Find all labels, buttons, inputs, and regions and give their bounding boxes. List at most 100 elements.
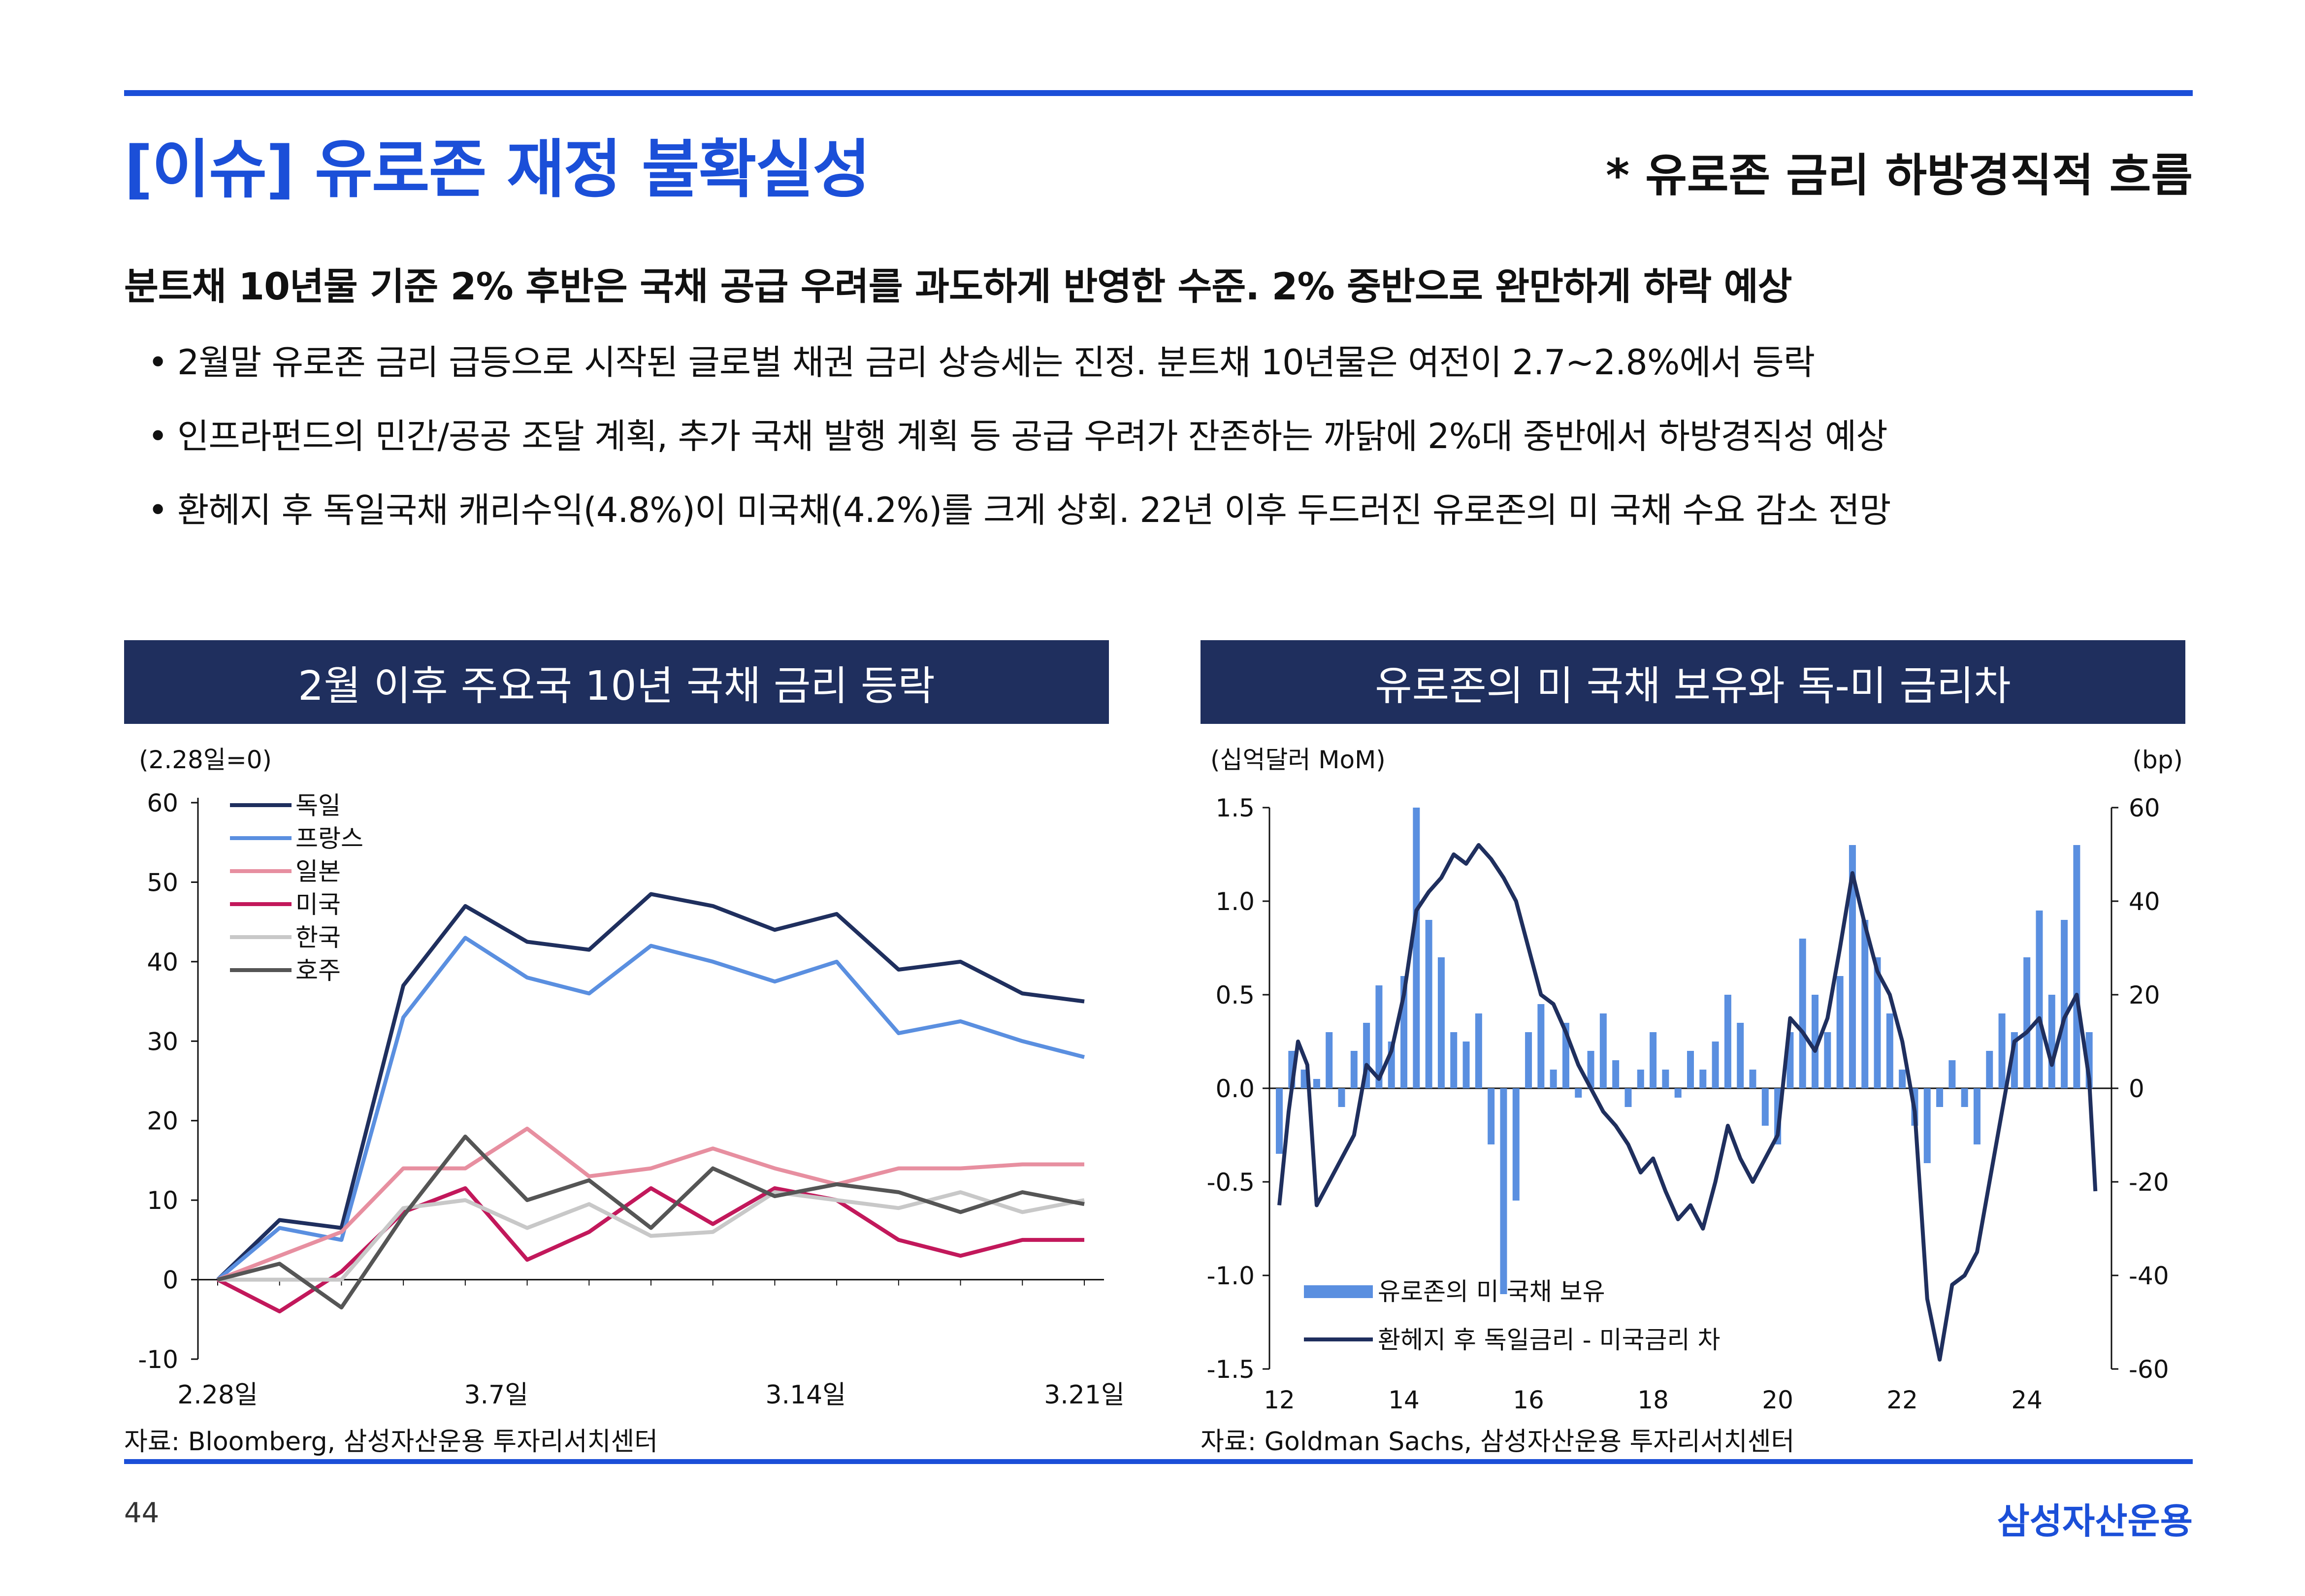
holding-bar: [1637, 1070, 1644, 1088]
y-unit-label: (2.28일=0): [139, 746, 272, 774]
legend-label: 한국: [295, 923, 341, 952]
x-tick-label: 24: [2011, 1386, 2043, 1414]
left-unit-label: (십억달러 MoM): [1210, 746, 1386, 774]
holding-bar: [1612, 1060, 1620, 1088]
x-tick-label: 3.14일: [765, 1380, 846, 1410]
legend-label: 프랑스: [295, 824, 363, 853]
brand-logo-text: 삼성자산운용: [1997, 1500, 2193, 1542]
holding-bar: [1413, 808, 1420, 1088]
series-line-6: [217, 1135, 1085, 1310]
series-line-2: [216, 936, 1085, 1281]
y-tick-label: 10: [147, 1186, 178, 1215]
page-number: 44: [124, 1497, 160, 1529]
holding-bar: [1587, 1051, 1594, 1088]
holding-bar: [1998, 1013, 2006, 1088]
x-tick-label: 3.21일: [1044, 1380, 1125, 1410]
right-y-tick-label: 0: [2129, 1075, 2144, 1103]
holding-bar: [1674, 1088, 1682, 1098]
holding-bar: [1948, 1060, 1956, 1088]
x-tick-label: 16: [1513, 1386, 1544, 1414]
holding-bar: [1650, 1032, 1657, 1088]
y-tick-label: 60: [147, 789, 178, 817]
bond-yield-change-chart: (2.28일=0) -10 0 10 20 30 40 50 60 2.28일 3.7일 3.14일 3…: [138, 746, 1124, 1410]
x-tick-label: 2.28일: [177, 1380, 258, 1410]
holding-bar: [1737, 1023, 1744, 1088]
legend-label: 독일: [295, 791, 341, 820]
legend-label-bar: 유로존의 미 국채 보유: [1378, 1277, 1605, 1306]
holding-bar: [1874, 957, 1881, 1088]
holding-bar: [1761, 1088, 1769, 1126]
series-line-1: [216, 892, 1085, 1281]
left-y-tick-label: -1.0: [1206, 1262, 1255, 1290]
bottom-rule: [124, 1459, 2193, 1464]
left-chart-heading: 2월 이후 주요국 10년 국채 금리 등락: [124, 640, 1109, 724]
holding-bar: [1836, 976, 1844, 1088]
right-y-tick-label: -40: [2129, 1262, 2169, 1290]
holding-bar: [1849, 845, 1856, 1088]
holding-bar: [1624, 1088, 1632, 1107]
left-chart-source: 자료: Bloomberg, 삼성자산운용 투자리서치센터: [124, 1427, 658, 1457]
x-tick-label: 3.7일: [464, 1380, 528, 1410]
holding-bar: [1525, 1032, 1532, 1088]
holding-bar: [1488, 1088, 1495, 1144]
legend-label: 호주: [295, 956, 341, 985]
holding-bar: [1923, 1088, 1931, 1163]
series-line-3: [217, 1126, 1084, 1282]
right-chart-source: 자료: Goldman Sachs, 삼성자산운용 투자리서치센터: [1201, 1427, 1795, 1457]
left-y-tick-label: -1.5: [1206, 1355, 1255, 1384]
holding-bar: [1475, 1013, 1482, 1088]
x-tick-label: 12: [1264, 1386, 1295, 1414]
holding-bar: [1687, 1051, 1694, 1088]
holding-bar: [1300, 1070, 1308, 1088]
holding-bar: [1350, 1051, 1358, 1088]
right-y-tick-label: -60: [2129, 1355, 2169, 1384]
holding-bar: [1886, 1013, 1893, 1088]
right-y-tick-label: -20: [2129, 1168, 2169, 1197]
holding-bar: [1936, 1088, 1944, 1107]
x-tick-label: 14: [1388, 1386, 1420, 1414]
y-tick-label: 40: [147, 948, 178, 977]
holding-bar: [1338, 1088, 1345, 1107]
bullet-text: 2월말 유로존 금리 급등으로 시작된 글로벌 채권 금리 상승세는 진정. 분…: [177, 342, 1815, 383]
holding-bar: [1537, 1004, 1545, 1088]
holding-bar: [1276, 1088, 1283, 1154]
page-title: [이슈] 유로존 재정 불확실성: [124, 133, 871, 206]
holding-bar: [1824, 1032, 1831, 1088]
holding-bar: [1512, 1088, 1520, 1201]
legend-label: 미국: [295, 890, 341, 919]
y-tick-label: 50: [147, 868, 178, 897]
holding-bar: [1313, 1079, 1320, 1088]
holding-bar: [1812, 995, 1819, 1088]
holding-bar: [1575, 1088, 1582, 1098]
x-tick-label: 18: [1637, 1386, 1669, 1414]
holding-bar: [1973, 1088, 1980, 1144]
y-tick-label: 0: [162, 1266, 178, 1295]
holding-bar: [1861, 920, 1869, 1088]
left-y-tick-label: 1.0: [1215, 887, 1255, 916]
legend-label-line: 환헤지 후 독일금리 - 미국금리 차: [1378, 1326, 1721, 1354]
left-y-tick-label: 1.5: [1215, 794, 1255, 822]
bullet-item: • 2월말 유로존 금리 급등으로 시작된 글로벌 채권 금리 상승세는 진정. …: [148, 335, 1815, 385]
y-tick-label: 20: [147, 1107, 178, 1136]
holding-bar: [1699, 1070, 1707, 1088]
right-chart-heading: 유로존의 미 국채 보유와 독-미 금리차: [1201, 640, 2185, 724]
y-tick-label: 30: [147, 1027, 178, 1056]
left-y-tick-label: 0.5: [1215, 981, 1255, 1010]
holding-bar: [1986, 1051, 1993, 1088]
x-tick-label: 20: [1762, 1386, 1793, 1414]
bullet-marker: •: [148, 342, 168, 383]
holding-bar: [1425, 920, 1432, 1088]
y-tick-label: -10: [138, 1345, 178, 1374]
right-unit-label: (bp): [2133, 746, 2183, 774]
holding-bar: [1712, 1042, 1719, 1088]
title-note: * 유로존 금리 하방경직적 흐름: [1606, 149, 2193, 202]
holding-bar: [2023, 957, 2031, 1088]
x-tick-label: 22: [1886, 1386, 1918, 1414]
holding-bar: [1899, 1070, 1906, 1088]
right-y-tick-label: 40: [2129, 887, 2160, 916]
holding-bar: [1375, 985, 1383, 1088]
top-rule: [124, 90, 2193, 96]
holding-bar: [1550, 1070, 1557, 1088]
legend-swatch-bar: [1304, 1285, 1373, 1298]
right-y-tick-label: 20: [2129, 981, 2160, 1010]
